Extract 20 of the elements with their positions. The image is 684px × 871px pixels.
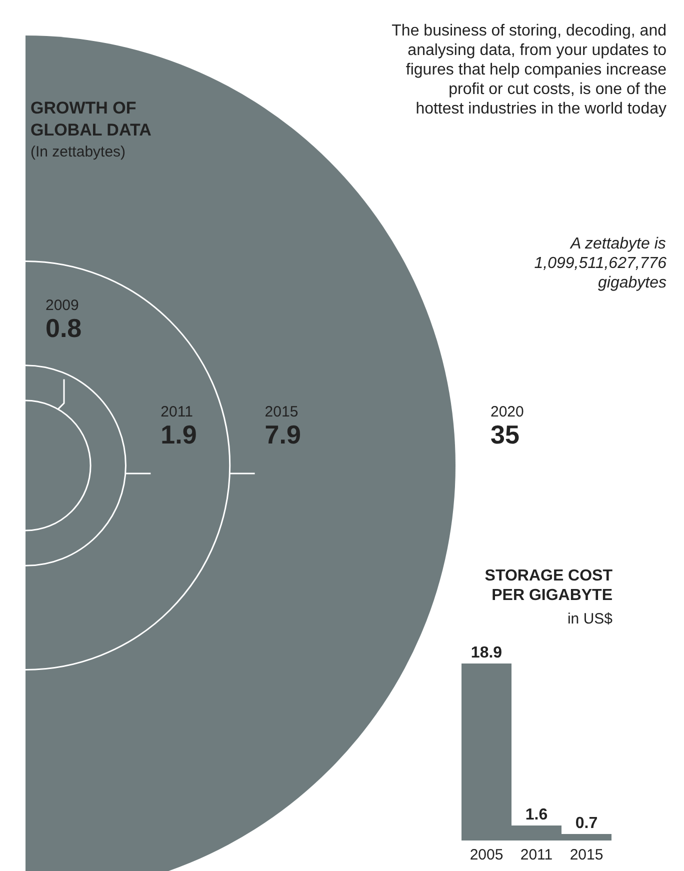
- chart-title: STORAGE COST PER GIGABYTE: [484, 568, 613, 604]
- category-label: 2015: [264, 404, 298, 420]
- data-label: 18.9: [470, 644, 502, 662]
- data-label: 7.9: [264, 420, 301, 450]
- category-label: 2009: [46, 297, 79, 314]
- text: (In zettabytes): [30, 144, 126, 160]
- data-label: 1.6: [525, 806, 548, 824]
- chart-subtitle: in US$: [567, 610, 614, 628]
- category-label: 2020: [490, 404, 524, 420]
- data-label: 0.7: [575, 814, 598, 832]
- x-tick-label: 2015: [570, 846, 604, 864]
- x-tick-label: 2011: [520, 846, 553, 864]
- data-label: 0.8: [46, 313, 82, 344]
- data-label: 35: [490, 420, 520, 450]
- text: The business of storing, decoding, and analysing data, from your updates to figures that help companies increase profit or cut costs, is one of the hottest industries in the world today: [392, 22, 667, 118]
- category-label: 2011: [160, 404, 193, 420]
- x-tick-label: 2005: [470, 846, 504, 864]
- data-label: 1.9: [160, 420, 197, 450]
- text: A zettabyte is 1,099,511,627,776 gigabytes: [534, 236, 667, 292]
- text: GROWTH OF GLOBAL DATA: [30, 98, 152, 140]
